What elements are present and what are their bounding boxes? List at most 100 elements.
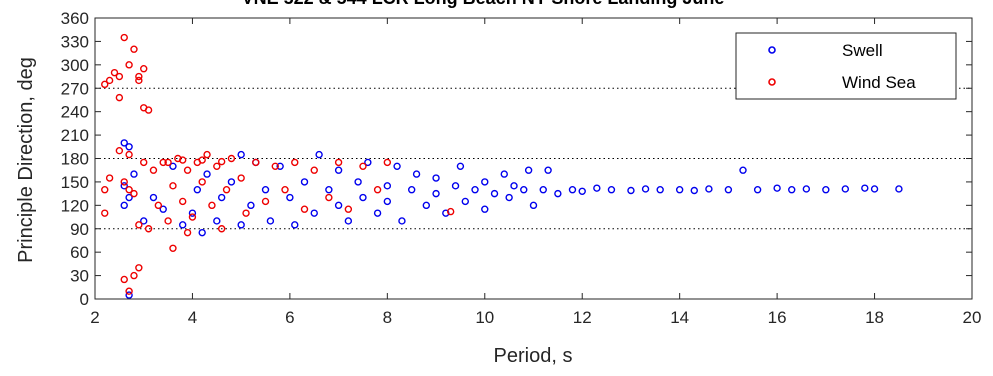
- y-tick-label: 360: [61, 9, 89, 28]
- data-point: [705, 185, 713, 193]
- data-point: [125, 143, 133, 151]
- data-point: [344, 205, 353, 213]
- data-point: [164, 217, 172, 225]
- data-point: [432, 189, 440, 198]
- y-axis-ticks: 0 30 60 90 120 150 180 210 240 270 300 330 360: [61, 9, 972, 309]
- data-point: [344, 217, 353, 225]
- data-point: [169, 162, 177, 171]
- data-point: [135, 72, 143, 81]
- x-axis-label: Period, s: [494, 345, 573, 367]
- data-point: [266, 217, 275, 225]
- x-tick-label: 2: [90, 308, 99, 327]
- data-point: [870, 185, 879, 193]
- data-point: [554, 189, 562, 198]
- data-point: [446, 207, 455, 216]
- data-point: [310, 209, 318, 217]
- data-point: [154, 201, 163, 210]
- data-point: [140, 158, 148, 167]
- x-axis-ticks: 2 4 6 8 10 12 14 16 18 20: [90, 18, 981, 327]
- data-point: [398, 217, 406, 225]
- data-point: [217, 157, 226, 166]
- data-point: [208, 201, 216, 210]
- y-tick-label: 90: [70, 220, 89, 239]
- data-point: [373, 186, 382, 194]
- data-point: [120, 275, 128, 284]
- data-point: [227, 154, 236, 163]
- data-point: [115, 72, 124, 81]
- data-point: [115, 146, 124, 155]
- data-point: [125, 150, 133, 159]
- data-point: [334, 166, 343, 174]
- x-tick-label: 14: [670, 308, 689, 327]
- data-point: [193, 186, 202, 194]
- x-tick-label: 8: [383, 308, 392, 327]
- data-point: [144, 106, 153, 114]
- data-point: [164, 158, 172, 167]
- data-point: [135, 221, 143, 229]
- data-point: [451, 182, 460, 190]
- data-point: [675, 186, 684, 194]
- data-point: [144, 225, 153, 233]
- data-point: [568, 186, 577, 194]
- data-point: [510, 182, 518, 190]
- legend-box: [735, 32, 957, 100]
- data-point: [895, 185, 903, 193]
- data-point: [505, 193, 513, 202]
- y-tick-label: 210: [61, 126, 89, 145]
- data-point: [334, 158, 343, 167]
- data-point: [188, 213, 197, 221]
- x-tick-label: 16: [768, 308, 787, 327]
- y-tick-label: 300: [61, 56, 89, 75]
- legend: Swell Wind Sea: [735, 32, 957, 100]
- data-point: [149, 166, 158, 174]
- data-point: [135, 264, 143, 272]
- data-point: [198, 178, 206, 186]
- data-point: [101, 209, 109, 217]
- legend-marker-wind-sea: [768, 78, 776, 86]
- data-point: [120, 178, 128, 186]
- data-point: [524, 166, 533, 174]
- data-point: [412, 170, 421, 178]
- y-tick-label: 330: [61, 32, 89, 51]
- data-point: [291, 158, 299, 167]
- data-point: [130, 170, 138, 178]
- data-point: [159, 158, 167, 167]
- data-point: [627, 186, 635, 195]
- data-point: [325, 193, 333, 202]
- data-point: [861, 184, 869, 192]
- data-point: [690, 186, 698, 195]
- data-point: [315, 150, 323, 159]
- data-point: [359, 193, 367, 202]
- data-point: [217, 225, 226, 233]
- y-tick-label: 150: [61, 173, 89, 192]
- data-point: [115, 93, 124, 102]
- data-point: [841, 185, 850, 193]
- series-1: [101, 33, 455, 295]
- data-point: [383, 182, 392, 190]
- x-tick-label: 4: [188, 308, 197, 327]
- data-point: [724, 186, 733, 194]
- data-point: [354, 178, 362, 186]
- data-point: [471, 186, 479, 194]
- data-point: [125, 291, 133, 299]
- data-point: [325, 186, 333, 194]
- data-point: [490, 189, 499, 198]
- data-point: [520, 186, 528, 194]
- data-point: [183, 228, 192, 237]
- data-point: [159, 205, 167, 213]
- data-point: [178, 197, 187, 206]
- data-point: [237, 174, 245, 182]
- data-point: [461, 197, 469, 206]
- legend-label-swell: Swell: [842, 41, 883, 60]
- data-points: [101, 33, 903, 299]
- data-point: [300, 178, 309, 186]
- data-point: [773, 184, 781, 192]
- data-point: [822, 186, 830, 194]
- data-point: [539, 186, 547, 194]
- data-point: [125, 61, 133, 69]
- data-point: [310, 166, 318, 174]
- data-point: [393, 162, 401, 171]
- x-tick-label: 10: [475, 308, 494, 327]
- y-tick-label: 60: [70, 243, 89, 262]
